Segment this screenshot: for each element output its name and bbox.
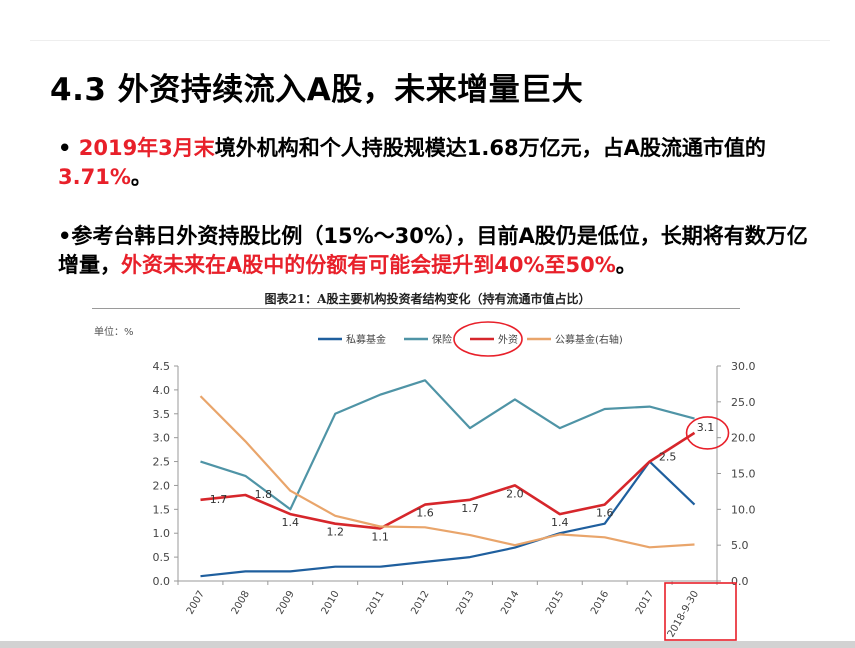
y-left-tick-label: 2.0 [153,479,171,492]
x-tick-label: 2015 [544,589,566,617]
series-line-4 [199,395,695,549]
y-left-tick-label: 0.0 [153,575,171,588]
y-right-tick-label: 10.0 [731,503,756,516]
legend-label: 外资 [498,334,518,346]
bullet-point-2: •参考台韩日外资持股比例（15%～30%），目前A股仍是低位，长期将有数万亿增量… [58,222,828,280]
x-tick-label: 2008 [230,589,252,617]
data-label: 2.5 [659,451,677,464]
bullet-2-end: 。 [615,253,637,277]
bullet-point-1: • 2019年3月末境外机构和个人持股规模达1.68万亿元，占A股流通市值的 3.… [58,134,828,192]
data-label: 3.1 [697,421,715,434]
data-label: 1.7 [210,493,228,506]
x-tick-label: 2012 [409,589,431,617]
chart-annotations [453,321,737,641]
highlight-box-last-category [664,582,737,641]
y-left-tick-label: 2.5 [153,456,171,469]
y-right-tick-label: 20.0 [731,432,756,445]
x-tick-label: 2014 [499,589,521,617]
data-label: 1.8 [255,488,273,501]
highlight-circle-last-point [685,416,730,450]
y-left-tick-label: 0.5 [153,551,171,564]
bullet-2-highlight: 外资未来在A股中的份额有可能会提升到40%至50% [121,253,616,277]
y-right-tick-label: 25.0 [731,396,756,409]
data-label: 1.6 [596,507,614,520]
bullet-2-text: •参考台韩日外资持股比例（15%～30%），目前A股仍是低位，长期将有数万亿增量… [58,224,808,277]
y-left-tick-label: 4.5 [153,360,171,373]
data-label: 1.7 [461,502,479,515]
data-label: 1.4 [282,516,300,529]
legend-label: 保险 [432,333,452,346]
x-tick-label: 2016 [589,589,611,617]
legend-label: 公募基金(右轴) [555,333,623,346]
chart-axes: 0.0 0.5 1.0 1.5 2.0 2.5 3.0 3.5 4.0 4.5 0.0 5.0 10.0… [153,360,756,639]
bullet-1-end: 。 [130,165,152,189]
y-left-tick-label: 4.0 [153,384,171,397]
y-left-tick-label: 3.5 [153,408,171,421]
chart-data-labels: 1.7 1.8 1.4 1.2 1.1 1.6 1.7 2.0 1.4 1.6 2.5 3.1 [210,421,715,544]
data-label: 2.0 [506,487,524,500]
unit-label: 单位：% [94,325,134,338]
top-divider [30,40,830,41]
y-right-tick-label: 0.0 [731,575,749,588]
data-label: 1.2 [326,526,344,539]
x-tick-label: 2009 [275,589,297,617]
legend-label: 私募基金 [346,333,386,346]
data-label: 1.4 [551,516,569,529]
series-line-2 [200,379,695,511]
y-right-tick-label: 5.0 [731,539,749,552]
slide-title: 4.3 外资持续流入A股，未来增量巨大 [50,72,584,108]
x-tick-label: 2018-9-30 [666,589,701,639]
series-line-3 [200,431,696,530]
x-tick-label: 2017 [634,589,656,617]
x-tick-label: 2007 [185,589,207,617]
x-tick-label: 2013 [454,589,476,617]
bullet-1-highlight-percent: 3.71% [58,165,131,189]
chart-series [199,379,696,578]
series-line-1 [200,460,696,578]
bullet-1-prefix: • [58,136,79,160]
chart-legend: 私募基金 保险 外资 公募基金(右轴) [318,333,623,346]
highlight-circle-legend [453,321,523,357]
bullet-1-highlight-date: 2019年3月末 [78,136,215,160]
data-label: 1.6 [416,507,434,520]
x-tick-label: 2010 [320,589,342,617]
y-left-tick-label: 1.5 [153,503,171,516]
bullet-1-text: 境外机构和个人持股规模达1.68万亿元，占A股流通市值的 [214,136,766,160]
y-left-tick-label: 1.0 [153,527,171,540]
bottom-bar [0,641,855,648]
y-right-tick-label: 30.0 [731,360,756,373]
chart-title-rule [92,308,740,309]
data-label: 1.1 [371,530,389,543]
chart-title: 图表21：A股主要机构投资者结构变化（持有流通市值占比） [264,292,591,306]
y-right-tick-label: 15.0 [731,468,756,481]
x-tick-label: 2011 [364,589,386,617]
y-left-tick-label: 3.0 [153,432,171,445]
